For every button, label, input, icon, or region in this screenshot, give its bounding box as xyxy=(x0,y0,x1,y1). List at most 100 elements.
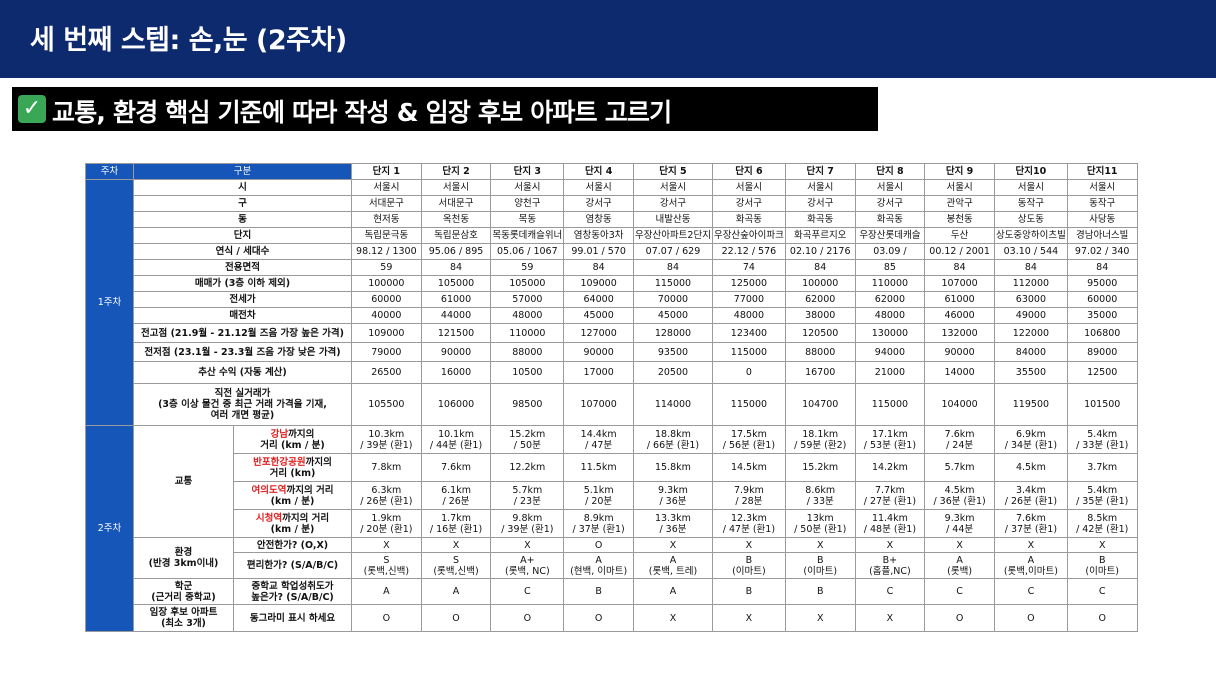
table-cell: 46000 xyxy=(924,307,995,324)
table-cell: 화곡동 xyxy=(711,211,786,228)
table-cell: 서울시 xyxy=(854,179,926,196)
row-label: 중학교 학업성취도가 높은가? (S/A/B/C) xyxy=(233,578,352,605)
time-value: / 37분 (환1) xyxy=(1004,523,1058,535)
grade-value: S xyxy=(383,554,390,566)
table-cell: O xyxy=(924,604,995,632)
table-cell: 48000 xyxy=(711,307,786,324)
complex-header: 단지 8 xyxy=(854,163,926,180)
complex-header: 단지 7 xyxy=(784,163,856,180)
grade-value: A+ xyxy=(520,554,535,566)
time-value: / 23분 xyxy=(513,495,541,507)
table-cell: 강서구 xyxy=(632,195,713,212)
table-cell: 서대문구 xyxy=(420,195,492,212)
distance-value: 7.8km xyxy=(371,462,402,473)
table-row: 환경 (반경 3km이내) 안전한가? (O,X) X X X O X X X X X X X xyxy=(86,537,1138,579)
table-cell: 6.9km/ 34분 (환1) xyxy=(993,425,1068,454)
table-cell: 6.1km/ 26분 xyxy=(420,481,492,510)
table-cell: 45000 xyxy=(632,307,713,324)
table-cell: 상도중앙하이츠빌 xyxy=(993,227,1068,244)
table-cell: 98.12 / 1300 xyxy=(351,243,422,260)
table-cell: 84 xyxy=(632,259,713,276)
destination-highlight: 여의도역 xyxy=(251,484,287,496)
week-1-label: 1주차 xyxy=(85,179,134,426)
table-cell: 11.5km xyxy=(563,453,634,482)
time-value: / 39분 (환1) xyxy=(360,439,413,451)
table-cell: 경남아너스빌 xyxy=(1066,227,1138,244)
table-cell: 84 xyxy=(1066,259,1138,276)
table-cell: A xyxy=(632,578,713,605)
distance-value: 8.5km xyxy=(1087,512,1118,524)
table-cell: 77000 xyxy=(711,291,786,308)
table-cell: 화곡동 xyxy=(784,211,856,228)
check-box-icon: ✓ xyxy=(18,95,46,123)
table-row: 동 현저동 옥천동 목동 염창동 내발산동 화곡동 화곡동 화곡동 봉천동 상도동 사당동 xyxy=(86,211,1138,228)
grade-value: S xyxy=(453,554,460,566)
environment-group-label: 환경 (반경 3km이내) xyxy=(133,537,234,579)
table-cell: 119500 xyxy=(993,383,1068,426)
time-value: / 28분 xyxy=(735,495,763,507)
school-group-label: 학군 (근거리 중학교) xyxy=(133,578,234,605)
row-label: 직전 실거래가 (3층 이상 물건 중 최근 거래 가격을 기재, 여러 개면 평균… xyxy=(133,383,352,426)
distance-value: 6.3km xyxy=(371,484,402,496)
table-cell: 112000 xyxy=(993,275,1068,292)
apartment-comparison-table: 주차 구분 단지 1 단지 2 단지 3 단지 4 단지 5 단지 6 단지 7 단지 8 단지 9… xyxy=(85,163,1138,632)
table-cell: 106800 xyxy=(1066,323,1138,343)
table-cell: C xyxy=(993,578,1068,605)
table-cell: 7.6km/ 37분 (환1) xyxy=(993,509,1068,538)
table-cell: X xyxy=(854,537,926,553)
table-cell: 03.10 / 544 xyxy=(993,243,1068,260)
table-cell: 3.7km xyxy=(1066,453,1138,482)
table-cell: 90000 xyxy=(420,342,492,362)
time-value: / 36분 xyxy=(659,523,687,535)
table-cell: 사당동 xyxy=(1066,211,1138,228)
table-cell: 화곡푸르지오 xyxy=(784,227,856,244)
table-cell: 독립문극동 xyxy=(351,227,422,244)
row-label: 단지 xyxy=(133,227,352,244)
table-cell: 동작구 xyxy=(1066,195,1138,212)
table-cell: O xyxy=(420,604,492,632)
table-cell: O xyxy=(563,537,634,553)
grade-note: (홈플,NC) xyxy=(869,565,911,577)
group-label-line: (근거리 중학교) xyxy=(151,591,216,603)
table-cell: 5.4km/ 33분 (환1) xyxy=(1066,425,1138,454)
week-header: 주차 xyxy=(85,163,134,180)
table-cell: 목동 xyxy=(490,211,565,228)
complex-header: 단지 6 xyxy=(711,163,786,180)
table-cell: X xyxy=(1066,537,1138,553)
group-label-line: (최소 3개) xyxy=(161,618,206,629)
table-cell: 35500 xyxy=(993,361,1068,384)
distance-value: 6.1km xyxy=(441,484,471,496)
table-cell: 115000 xyxy=(711,342,786,362)
table-cell: 128000 xyxy=(632,323,713,343)
row-label-line: 중학교 학업성취도가 xyxy=(251,580,334,592)
table-cell: 7.9km/ 28분 xyxy=(711,481,786,510)
table-row: 추산 수익 (자동 계산) 26500 16000 10500 17000 20500 0 1… xyxy=(86,361,1138,384)
table-cell: 서울시 xyxy=(993,179,1068,196)
table-cell: 110000 xyxy=(490,323,565,343)
time-value: / 42분 (환1) xyxy=(1076,523,1129,535)
row-label-text: 거리 (km / 분) xyxy=(260,439,325,451)
table-cell: 20500 xyxy=(632,361,713,384)
table-cell: 105000 xyxy=(490,275,565,292)
table-cell: 서울시 xyxy=(711,179,786,196)
grade-value: A xyxy=(669,554,677,566)
time-value: / 36분 xyxy=(659,495,687,507)
distance-value: 1.7km xyxy=(441,512,471,524)
table-cell: O xyxy=(1066,604,1138,632)
table-row: 전용면적 59 84 59 84 84 74 84 85 84 84 84 xyxy=(86,259,1138,276)
table-cell: 100000 xyxy=(351,275,422,292)
table-cell: B xyxy=(784,578,856,605)
table-cell: 5.7km xyxy=(924,453,995,482)
distance-value: 15.2km xyxy=(509,428,546,440)
table-cell: 우장산롯데캐슬 xyxy=(854,227,926,244)
table-cell: 90000 xyxy=(563,342,634,362)
table-cell: 15.2km/ 50분 xyxy=(490,425,565,454)
distance-value: 18.8km xyxy=(655,428,691,440)
table-cell: 61000 xyxy=(420,291,492,308)
table-cell: 88000 xyxy=(490,342,565,362)
table-cell: X xyxy=(420,537,492,553)
distance-value: 15.2km xyxy=(802,462,839,473)
table-cell: X xyxy=(784,537,856,553)
distance-value: 5.4km xyxy=(1087,428,1118,440)
group-label-line: 학군 xyxy=(174,580,193,592)
